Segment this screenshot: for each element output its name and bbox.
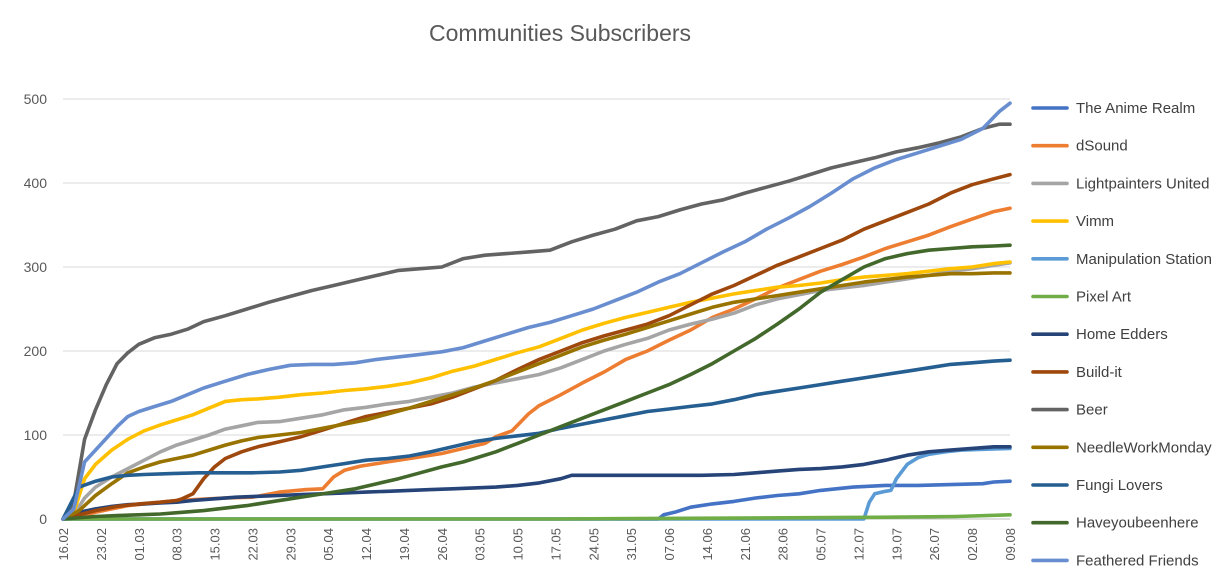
series-lines [61, 101, 1012, 521]
x-tick-label: 09.08 [1003, 528, 1018, 561]
x-tick-label: 26.04 [435, 528, 450, 561]
x-tick-label: 12.07 [851, 528, 866, 561]
x-tick-label: 21.06 [738, 528, 753, 561]
x-tick-label: 14.06 [700, 528, 715, 561]
y-tick-label: 200 [24, 343, 48, 359]
series-line [61, 101, 1012, 521]
legend-label: dSound [1076, 138, 1128, 155]
x-tick-label: 23.02 [94, 528, 109, 561]
legend-label: The Anime Realm [1076, 100, 1195, 117]
x-tick-label: 03.05 [473, 528, 488, 561]
y-tick-label: 100 [24, 427, 48, 443]
series-line [61, 358, 1012, 521]
y-tick-label: 400 [24, 175, 48, 191]
x-tick-label: 10.05 [511, 528, 526, 561]
legend-label: Lightpainters United [1076, 175, 1209, 192]
x-tick-label: 16.02 [56, 528, 71, 561]
legend-label: Pixel Art [1076, 289, 1132, 306]
legend-label: Vimm [1076, 213, 1114, 230]
series-line [61, 445, 1012, 521]
legend-label: Fungi Lovers [1076, 477, 1163, 494]
y-tick-label: 500 [24, 91, 48, 107]
x-tick-label: 17.05 [548, 528, 563, 561]
legend-label: Home Edders [1076, 326, 1168, 343]
chart-title: Communities Subscribers [429, 20, 691, 46]
legend-label: Feathered Friends [1076, 552, 1199, 569]
x-tick-label: 31.05 [624, 528, 639, 561]
gridlines [63, 98, 1010, 520]
x-tick-label: 07.06 [662, 528, 677, 561]
y-tick-label: 300 [24, 259, 48, 275]
y-axis-ticks: 0 100 200 300 400 500 [24, 91, 48, 527]
legend-label: Haveyoubeenhere [1076, 515, 1199, 532]
x-axis-ticks: 16.02 23.02 01.03 08.03 15.03 22.03 29.03 05.04… [56, 528, 1018, 561]
x-tick-label: 22.03 [245, 528, 260, 561]
x-tick-label: 26.07 [927, 528, 942, 561]
legend: The Anime Realm dSound Lightpainters Unite… [1031, 100, 1212, 569]
x-tick-label: 01.03 [132, 528, 147, 561]
x-tick-label: 28.06 [776, 528, 791, 561]
series-line [61, 260, 1012, 521]
series-line [61, 243, 1012, 521]
x-tick-label: 19.04 [397, 528, 412, 561]
x-tick-label: 15.03 [208, 528, 223, 561]
x-tick-label: 12.04 [359, 528, 374, 561]
series-line [61, 513, 1012, 521]
legend-label: Manipulation Station [1076, 251, 1212, 268]
x-tick-label: 19.07 [889, 528, 904, 561]
x-tick-label: 02.08 [965, 528, 980, 561]
legend-label: Build-it [1076, 364, 1123, 381]
legend-label: Beer [1076, 402, 1108, 419]
series-line [61, 271, 1012, 521]
x-tick-label: 05.04 [321, 528, 336, 561]
series-line [61, 261, 1012, 521]
x-tick-label: 29.03 [283, 528, 298, 561]
x-tick-label: 24.05 [586, 528, 601, 561]
x-tick-label: 05.07 [814, 528, 829, 561]
x-tick-label: 08.03 [170, 528, 185, 561]
series-line [61, 122, 1012, 521]
legend-label: NeedleWorkMonday [1076, 439, 1212, 456]
y-tick-label: 0 [39, 511, 47, 527]
